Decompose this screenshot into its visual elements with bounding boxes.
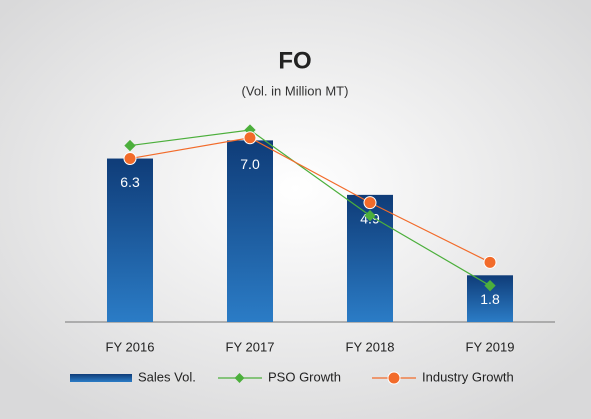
data-label: 6.3 — [120, 174, 140, 190]
x-tick-label: FY 2018 — [346, 339, 395, 354]
point — [363, 196, 377, 210]
chart-subtitle: (Vol. in Million MT) — [242, 83, 349, 98]
point — [123, 152, 137, 166]
data-label: 7.0 — [240, 156, 260, 172]
bar — [227, 140, 273, 322]
point — [483, 255, 497, 269]
line — [129, 129, 491, 287]
x-tick-label: FY 2019 — [466, 339, 515, 354]
line — [129, 137, 491, 263]
legend-label: PSO Growth — [268, 369, 341, 384]
legend-swatch — [70, 374, 132, 382]
data-label: 1.8 — [480, 291, 500, 307]
point — [364, 209, 376, 222]
point — [243, 131, 257, 145]
legend-label: Sales Vol. — [138, 369, 196, 384]
legend-marker — [234, 373, 245, 383]
x-tick-label: FY 2016 — [106, 339, 155, 354]
bar — [107, 158, 153, 322]
x-tick-label: FY 2017 — [226, 339, 275, 354]
point — [484, 280, 496, 292]
chart-title: FO — [278, 47, 311, 74]
legend-label: Industry Growth — [422, 369, 514, 384]
legend-marker — [387, 371, 401, 385]
